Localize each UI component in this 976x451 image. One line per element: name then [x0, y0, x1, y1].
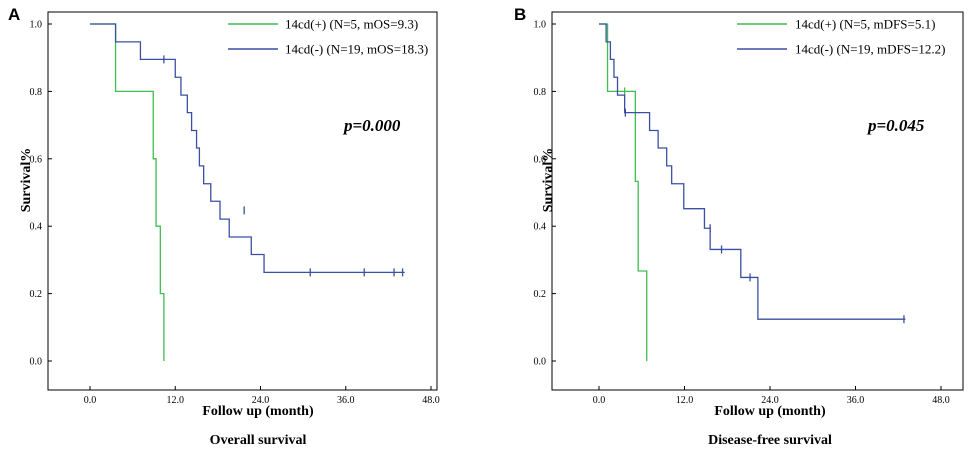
x-tick-label: 48.0: [932, 395, 950, 406]
chart-panel-b: B 0.0 0.2 0.4 0.6 0.8 1.0 0.0 12.0 24.0 36.0 48.0 Su…: [514, 5, 964, 448]
y-axis-label: Survival%: [541, 148, 556, 213]
y-tick-label: 0.4: [30, 222, 43, 233]
survival-curve-series-1: [599, 23, 648, 361]
x-axis-label: Follow up (month): [202, 404, 314, 419]
y-tick-label: 1.0: [30, 20, 43, 31]
x-axis-label: Follow up (month): [714, 404, 826, 419]
x-tick-label: 0.0: [84, 395, 97, 406]
panel-letter: A: [8, 5, 20, 24]
chart-panel-a: A 0.0 0.2 0.4 0.6 0.8 1.0 0.0 12.0 24.0 36.0 48.0 Su…: [8, 5, 440, 448]
survival-curve-series-1: [90, 23, 165, 361]
y-tick-label: 0.8: [30, 87, 43, 98]
legend-entry: 14cd(+) (N=5, mDFS=5.1): [795, 17, 935, 32]
y-tick-label: 0.6: [534, 154, 547, 165]
plot-frame: [551, 11, 964, 391]
y-tick-label: 0.2: [534, 289, 547, 300]
legend-entry: 14cd(-) (N=19, mOS=18.3): [285, 42, 428, 57]
y-tick-label: 0.4: [534, 222, 547, 233]
y-axis-label: Survival%: [19, 148, 34, 213]
legend-entry: 14cd(+) (N=5, mOS=9.3): [285, 17, 418, 32]
x-tick-label: 36.0: [847, 395, 865, 406]
x-tick-label: 24.0: [761, 395, 779, 406]
y-tick-label: 0.6: [30, 154, 43, 165]
chart-caption: Disease-free survival: [708, 433, 832, 448]
x-tick-label: 48.0: [422, 395, 440, 406]
y-tick-label: 0.2: [30, 289, 43, 300]
legend-entry: 14cd(-) (N=19, mDFS=12.2): [795, 42, 945, 57]
y-tick-label: 1.0: [534, 20, 547, 31]
y-tick-label: 0.0: [534, 357, 547, 368]
x-tick-label: 36.0: [337, 395, 355, 406]
p-value: p=0.045: [866, 116, 925, 135]
survival-curve-series-2: [599, 23, 906, 320]
x-tick-label: 12.0: [676, 395, 694, 406]
x-tick-label: 12.0: [167, 395, 185, 406]
plot-frame: [47, 11, 438, 391]
chart-caption: Overall survival: [210, 433, 307, 448]
y-tick-label: 0.8: [534, 87, 547, 98]
survival-curve-series-2: [90, 23, 405, 274]
x-tick-label: 24.0: [252, 395, 270, 406]
panel-letter: B: [514, 5, 526, 24]
p-value: p=0.000: [342, 116, 401, 135]
y-tick-label: 0.0: [30, 357, 43, 368]
x-tick-label: 0.0: [593, 395, 606, 406]
